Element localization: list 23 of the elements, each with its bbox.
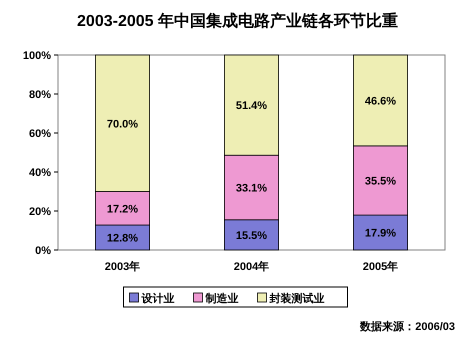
y-tick-label: 0% — [35, 245, 52, 257]
y-tick-label: 20% — [28, 206, 52, 218]
chart-title: 2003-2005 年中国集成电路产业链各环节比重 — [77, 12, 398, 30]
data-label: 15.5% — [236, 230, 268, 242]
data-label: 33.1% — [236, 182, 268, 195]
data-label: 70.0% — [106, 118, 138, 130]
source-note: 数据来源：2006/03 — [359, 320, 455, 333]
data-label: 17.2% — [106, 203, 138, 216]
legend-label: 制造业 — [204, 292, 238, 305]
legend-label: 设计业 — [140, 292, 174, 305]
data-label: 35.5% — [364, 175, 396, 188]
y-tick-label: 80% — [28, 89, 52, 101]
y-tick-label: 40% — [28, 167, 52, 179]
data-label: 17.9% — [364, 228, 396, 240]
x-tick-label: 2004年 — [234, 260, 270, 273]
y-tick-label: 60% — [28, 128, 52, 140]
data-label: 46.6% — [364, 95, 396, 108]
x-tick-label: 2003年 — [104, 260, 140, 273]
legend-label: 封装测试业 — [268, 292, 324, 305]
data-label: 51.4% — [236, 100, 268, 112]
y-tick-label: 100% — [22, 50, 52, 62]
data-label: 12.8% — [106, 232, 138, 245]
x-tick-label: 2005年 — [362, 260, 398, 273]
